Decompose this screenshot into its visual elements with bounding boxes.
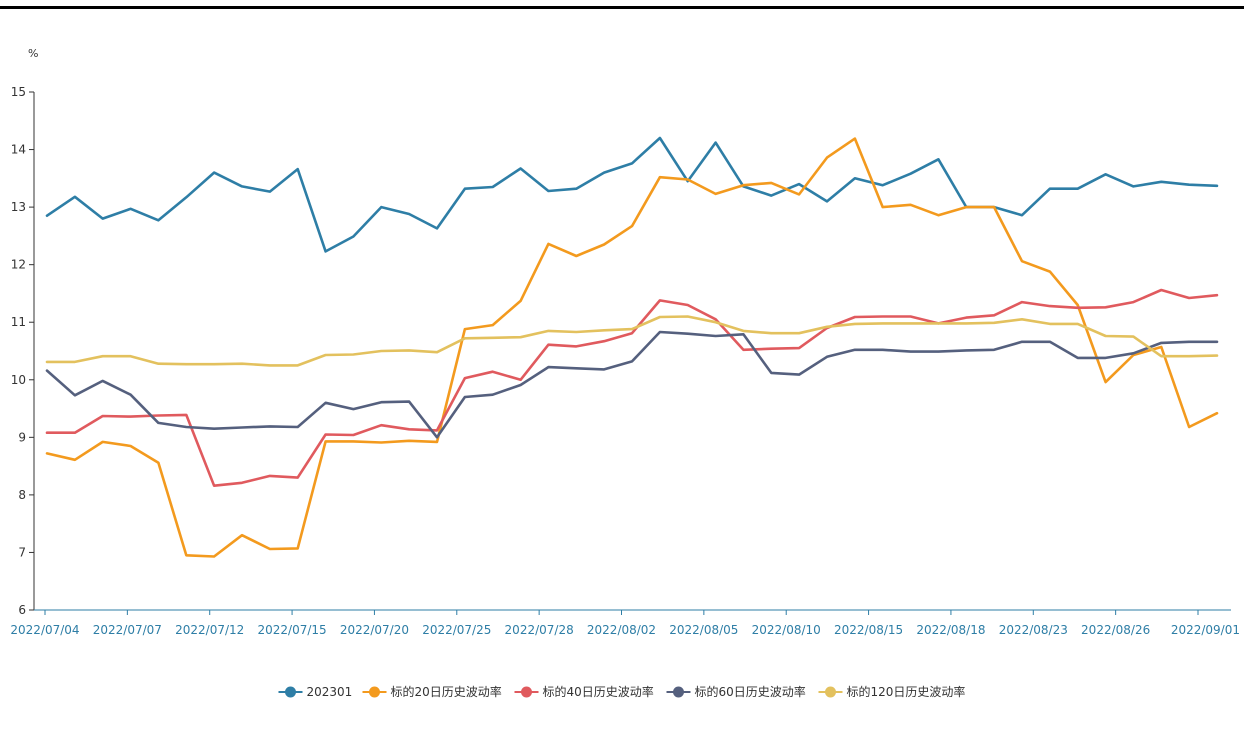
legend-marker: [825, 686, 836, 698]
legend-label: 标的20日历史波动率: [391, 684, 502, 699]
legend-label: 标的40日历史波动率: [543, 684, 654, 699]
y-axis: 6 7 8 9 10 11 12 13 14 15: [11, 85, 35, 617]
x-tick-label: 2022/08/05: [669, 623, 738, 637]
x-tick-label: 2022/08/10: [752, 623, 821, 637]
y-tick-label: 7: [18, 545, 26, 559]
x-tick-label: 2022/08/02: [587, 623, 656, 637]
x-tick-label: 2022/07/04: [10, 623, 79, 637]
legend-item-3[interactable]: 标的60日历史波动率: [666, 684, 806, 699]
legend-item-2[interactable]: 标的40日历史波动率: [514, 684, 654, 699]
series-line-1: [45, 137, 1219, 558]
legend-marker: [673, 686, 684, 698]
series-group: [45, 136, 1219, 558]
y-tick-label: 15: [11, 85, 26, 99]
legend[interactable]: 202301 标的20日历史波动率 标的40日历史波动率 标的60日历史波动率 标的12…: [278, 684, 966, 699]
legend-marker: [285, 686, 296, 698]
legend-label: 202301: [307, 685, 353, 699]
y-tick-label: 11: [11, 315, 26, 329]
x-tick-label: 2022/08/23: [999, 623, 1068, 637]
legend-label: 标的120日历史波动率: [847, 684, 966, 699]
legend-item-4[interactable]: 标的120日历史波动率: [818, 684, 966, 699]
y-tick-label: 8: [18, 488, 26, 502]
y-tick-label: 14: [11, 143, 26, 157]
legend-marker: [521, 686, 532, 698]
x-tick-label: 2022/07/28: [505, 623, 574, 637]
series-line-0: [45, 136, 1219, 253]
legend-marker: [369, 686, 380, 698]
x-tick-label: 2022/09/01: [1171, 623, 1240, 637]
y-tick-label: 13: [11, 200, 26, 214]
x-tick-label: 2022/08/15: [834, 623, 903, 637]
y-tick-label: 10: [11, 373, 26, 387]
x-axis: 2022/07/04 2022/07/07 2022/07/12 2022/07/15…: [10, 609, 1240, 637]
x-tick-label: 2022/07/15: [257, 623, 326, 637]
series-line-2: [45, 288, 1219, 488]
x-tick-label: 2022/08/26: [1081, 623, 1150, 637]
legend-item-0[interactable]: 202301: [278, 685, 353, 699]
series-line-3: [45, 330, 1219, 439]
top-rule: [0, 6, 1244, 9]
y-tick-label: 6: [18, 603, 26, 617]
x-tick-label: 2022/07/25: [422, 623, 491, 637]
legend-item-1[interactable]: 标的20日历史波动率: [362, 684, 502, 699]
x-tick-label: 2022/07/12: [175, 623, 244, 637]
y-tick-label: 9: [18, 430, 26, 444]
x-tick-label: 2022/08/18: [916, 623, 985, 637]
legend-label: 标的60日历史波动率: [695, 684, 806, 699]
y-tick-label: 12: [11, 258, 26, 272]
x-tick-label: 2022/07/07: [93, 623, 162, 637]
series-line-4: [45, 315, 1219, 367]
y-unit-label: %: [28, 47, 38, 60]
x-tick-label: 2022/07/20: [340, 623, 409, 637]
